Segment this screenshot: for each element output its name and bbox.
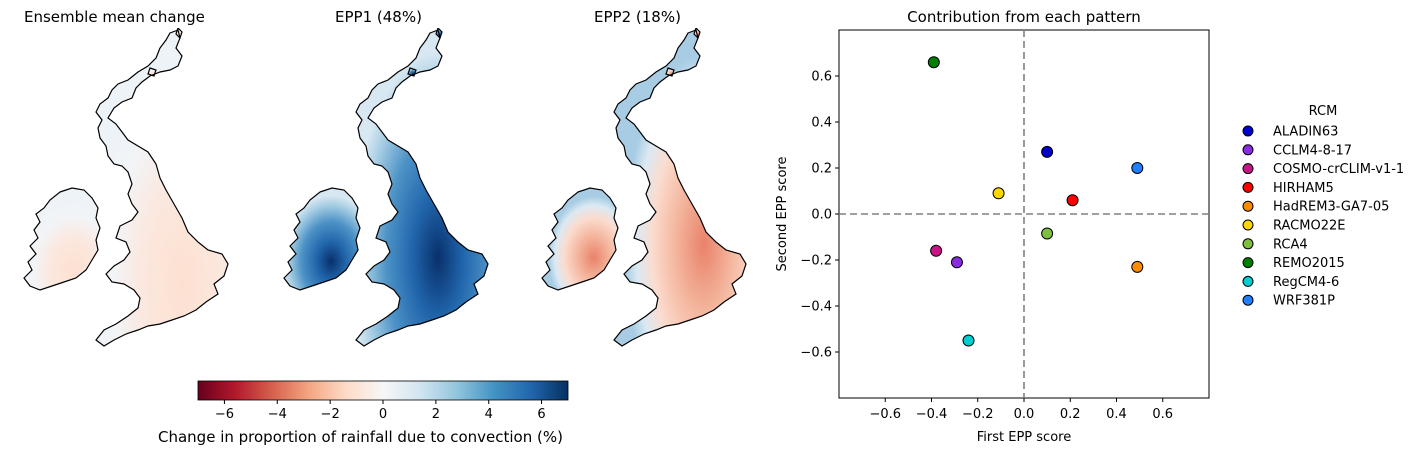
colorbar-ticks: −6 −4 −2 0 2 4 6 [215,400,546,422]
legend: RCM ALADIN63 CCLM4-8-17 COSMO-crCLIM-v1-1 H… [1242,104,1404,309]
y-tick-label: 0.4 [811,116,832,131]
legend-label: CCLM4-8-17 [1273,143,1352,158]
colorbar-bar [197,380,569,401]
colorbar-tick-label: −4 [268,407,287,422]
reference-lines [839,30,1209,398]
legend-marker [1242,257,1254,269]
uk-map-epp2 [541,28,747,347]
legend-label: RCA4 [1273,237,1308,252]
legend-label: HadREM3-GA7-05 [1273,200,1389,215]
legend-label: RACMO22E [1273,219,1345,234]
legend-label: RegCM4-6 [1273,275,1339,290]
x-axis-ticks: −0.6 −0.4 −0.2 0.0 0.2 0.4 0.6 [869,398,1173,422]
legend-marker [1242,294,1254,306]
scatter-chart: Contribution from each pattern −0.6 −0.4−… [775,8,1404,445]
colorbar-label: Change in proportion of rainfall due to … [158,428,563,446]
y-tick-label: 0.2 [811,162,832,177]
legend-marker [1242,163,1254,175]
point-hadrem3-ga7-05 [1131,260,1144,273]
point-racmo22e [992,187,1005,200]
legend-marker [1242,144,1254,156]
legend-marker [1242,125,1254,137]
legend-title: RCM [1309,104,1338,119]
y-axis-ticks: −0.6 −0.4 −0.2 0.0 0.2 0.4 0.6 [800,70,839,361]
legend-label: HIRHAM5 [1273,181,1334,196]
legend-label: ALADIN63 [1273,125,1338,140]
x-tick-label: −0.6 [869,407,901,422]
y-tick-label: −0.4 [800,300,832,315]
legend-marker [1242,219,1254,231]
y-tick-label: 0.6 [811,70,832,85]
x-tick-label: 0.6 [1152,407,1173,422]
point-cosmo-crclim-v1-1 [930,244,943,257]
legend-marker [1242,200,1254,212]
legend-marker [1242,181,1254,193]
point-wrf381p [1131,162,1144,174]
colorbar-tick-label: −2 [321,407,340,422]
y-tick-label: −0.2 [800,254,832,269]
point-cclm4-8-17 [950,256,963,269]
map-title-epp1: EPP1 (48%) [335,8,422,26]
scatter-points [927,56,1144,347]
uk-map-mean [23,28,229,347]
x-axis-label: First EPP score [977,430,1071,445]
legend-marker [1242,275,1254,287]
point-hirham5 [1066,194,1079,207]
colorbar-tick-label: 4 [485,407,493,422]
legend-label: REMO2015 [1273,256,1345,271]
x-tick-label: −0.4 [916,407,948,422]
map-title-epp2: EPP2 (18%) [594,8,681,26]
chart-title: Contribution from each pattern [907,8,1141,26]
uk-map-epp1 [283,28,489,347]
legend-marker [1242,238,1254,250]
legend-label: WRF381P [1273,294,1335,309]
y-tick-label: −0.6 [800,346,832,361]
y-axis-label: Second EPP score [775,157,790,272]
colorbar: −6 −4 −2 0 2 4 6 [197,380,569,422]
map-title-mean: Ensemble mean change [24,8,205,26]
x-tick-label: 0.4 [1106,407,1127,422]
x-tick-label: 0.0 [1014,407,1035,422]
y-tick-label: 0.0 [811,208,832,223]
x-tick-label: 0.2 [1060,407,1081,422]
point-regcm4-6 [962,334,975,347]
x-tick-label: −0.2 [962,407,994,422]
point-rca4 [1041,227,1054,240]
colorbar-tick-label: 0 [379,407,387,422]
legend-label: COSMO-crCLIM-v1-1 [1273,162,1404,177]
colorbar-tick-label: −6 [215,407,234,422]
colorbar-tick-label: 6 [537,407,545,422]
point-aladin63 [1041,145,1054,158]
point-remo2015 [927,56,940,69]
colorbar-tick-label: 2 [432,407,440,422]
